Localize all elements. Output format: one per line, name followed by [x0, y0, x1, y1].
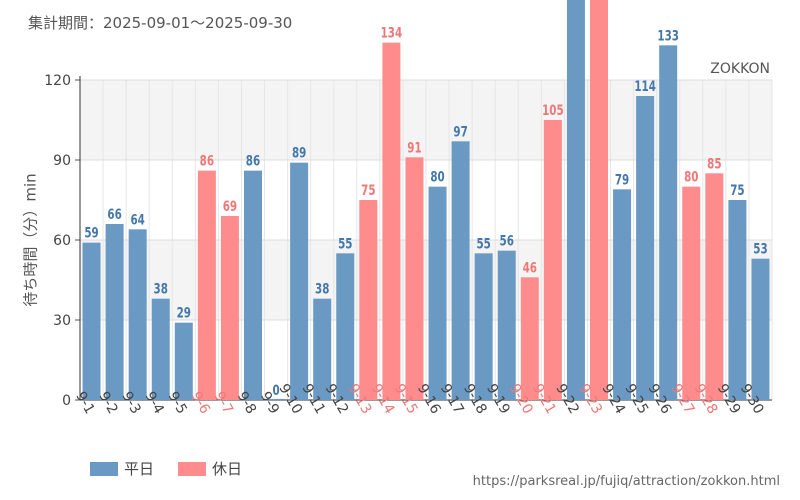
bar-value-label: 91: [407, 140, 421, 156]
bar: [267, 398, 286, 400]
bar: [151, 298, 170, 400]
bar-value-label: 38: [154, 282, 168, 298]
bar: [590, 0, 608, 400]
bar-value-label: 0: [272, 383, 279, 399]
bar: [359, 200, 378, 400]
bar: [244, 170, 262, 400]
bar-value-label: 86: [246, 154, 260, 170]
legend-swatch-holiday: [178, 461, 207, 476]
legend-swatch-weekday: [90, 461, 118, 476]
bar-value-label: 29: [177, 306, 191, 322]
bar-value-label: 80: [684, 170, 698, 186]
bar-value-label: 133: [657, 28, 679, 44]
bar: [197, 170, 216, 400]
bar-value-label: 69: [223, 199, 237, 215]
legend-label-weekday: 平日: [124, 460, 155, 478]
source-url[interactable]: https://parksreal.jp/fujiq/attraction/zo…: [472, 474, 780, 489]
y-tick-label: 60: [53, 233, 71, 249]
bar: [636, 96, 655, 400]
bar: [520, 277, 539, 400]
y-tick-label: 90: [53, 153, 71, 169]
y-tick-label: 120: [44, 73, 71, 89]
bar: [497, 250, 516, 400]
attraction-name: ZOKKON: [710, 61, 770, 77]
bar: [174, 322, 193, 400]
bar: [566, 0, 585, 400]
bar: [313, 298, 332, 400]
y-tick-label: 30: [53, 313, 71, 329]
bar: [613, 189, 632, 400]
bar: [128, 229, 147, 400]
bar: [428, 186, 447, 400]
bar: [336, 253, 355, 400]
bar-value-label: 89: [292, 146, 306, 162]
period-label: 集計期間：2025-09-01～2025-09-30: [28, 14, 293, 32]
bar-value-label: 59: [84, 226, 98, 242]
bar-value-label: 114: [634, 79, 656, 95]
bar-value-label: 80: [430, 170, 444, 186]
bar: [82, 242, 101, 400]
bar: [105, 224, 124, 400]
bar-value-label: 46: [523, 260, 537, 276]
bar: [659, 45, 678, 400]
bar-value-label: 85: [707, 156, 721, 172]
bar-value-label: 75: [361, 183, 375, 199]
bar-value-label: 75: [730, 183, 744, 199]
bar-value-label: 53: [753, 242, 767, 258]
bar-value-label: 38: [315, 282, 329, 298]
y-tick-label: 0: [62, 393, 71, 409]
bar-value-label: 55: [338, 236, 352, 252]
bar: [220, 216, 239, 400]
bar-value-label: 64: [130, 212, 144, 228]
bar-value-label: 97: [453, 124, 467, 140]
bar: [405, 157, 424, 400]
bar-value-label: 79: [615, 172, 629, 188]
bar-value-label: 55: [476, 236, 490, 252]
bar-value-label: 66: [107, 207, 121, 223]
bar: [382, 42, 401, 401]
bar-value-label: 56: [500, 234, 514, 250]
legend-label-holiday: 休日: [212, 460, 243, 478]
bar: [290, 162, 309, 400]
legend-item-holiday: 休日: [178, 458, 242, 479]
bar: [728, 200, 747, 400]
legend-item-weekday: 平日: [90, 458, 154, 479]
bar-value-label: 134: [381, 26, 403, 42]
bar-value-label: 105: [542, 103, 564, 119]
bar: [543, 120, 562, 400]
bar: [682, 186, 701, 400]
bar-value-label: 86: [200, 154, 214, 170]
legend: 平日 休日: [90, 458, 242, 479]
bar: [474, 253, 493, 400]
bar: [451, 141, 470, 401]
bar: [751, 258, 770, 400]
bar: [705, 173, 724, 400]
